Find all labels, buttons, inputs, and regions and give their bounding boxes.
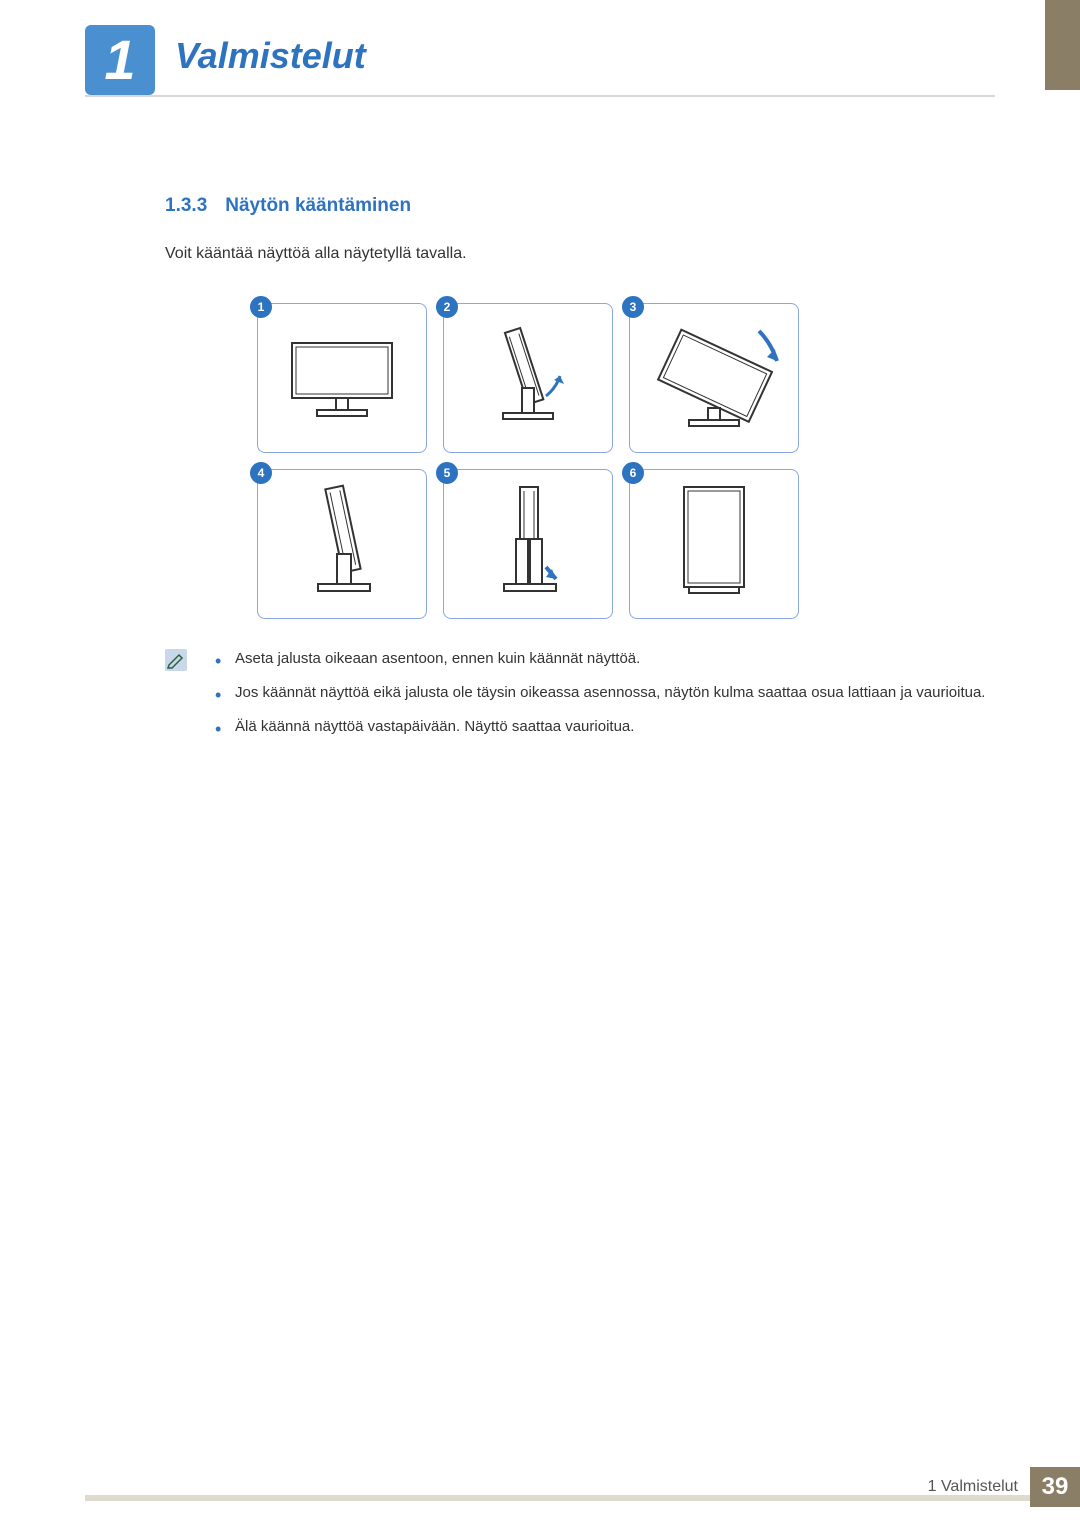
monitor-lower-icon [468, 479, 588, 609]
page-number: 39 [1030, 1467, 1080, 1507]
page-footer: 1 Valmistelut 39 [0, 1477, 1080, 1527]
step-badge: 1 [250, 296, 272, 318]
step-badge: 4 [250, 462, 272, 484]
chapter-title: Valmistelut [175, 35, 366, 77]
monitor-side-tilt-icon [282, 479, 402, 609]
diagram-step: 6 [629, 469, 799, 619]
diagram-step: 2 [443, 303, 613, 453]
note-item: Älä käännä näyttöä vastapäivään. Näyttö … [207, 715, 995, 739]
note-item: Aseta jalusta oikeaan asentoon, ennen ku… [207, 647, 995, 671]
section-number: 1.3.3 [165, 195, 207, 216]
note-block: Aseta jalusta oikeaan asentoon, ennen ku… [165, 647, 995, 749]
header-accent-strip [1045, 0, 1080, 90]
section-title: Näytön kääntäminen [225, 195, 411, 216]
note-item: Jos käännät näyttöä eikä jalusta ole täy… [207, 681, 995, 705]
chapter-number-tab: 1 [85, 25, 155, 95]
diagram-grid: 1 2 3 [257, 303, 995, 619]
diagram-step: 3 [629, 303, 799, 453]
footer-chapter-label: 1 Valmistelut [928, 1478, 1018, 1496]
step-badge: 2 [436, 296, 458, 318]
step-badge: 3 [622, 296, 644, 318]
diagram-step: 1 [257, 303, 427, 453]
section-intro: Voit kääntää näyttöä alla näytetyllä tav… [165, 245, 995, 263]
monitor-tilt-icon [468, 318, 588, 438]
step-badge: 6 [622, 462, 644, 484]
step-badge: 5 [436, 462, 458, 484]
section-content: 1.3.3 Näytön kääntäminen Voit kääntää näy… [165, 195, 995, 749]
chapter-underline [85, 95, 995, 97]
monitor-landscape-icon [282, 328, 402, 428]
footer-right: 1 Valmistelut 39 [928, 1467, 1080, 1507]
note-icon [165, 649, 187, 671]
monitor-rotate-icon [639, 313, 789, 443]
section-heading: 1.3.3 Näytön kääntäminen [165, 195, 995, 217]
monitor-portrait-icon [659, 479, 769, 609]
chapter-number: 1 [104, 32, 135, 88]
note-list: Aseta jalusta oikeaan asentoon, ennen ku… [207, 647, 995, 749]
diagram-step: 5 [443, 469, 613, 619]
diagram-step: 4 [257, 469, 427, 619]
